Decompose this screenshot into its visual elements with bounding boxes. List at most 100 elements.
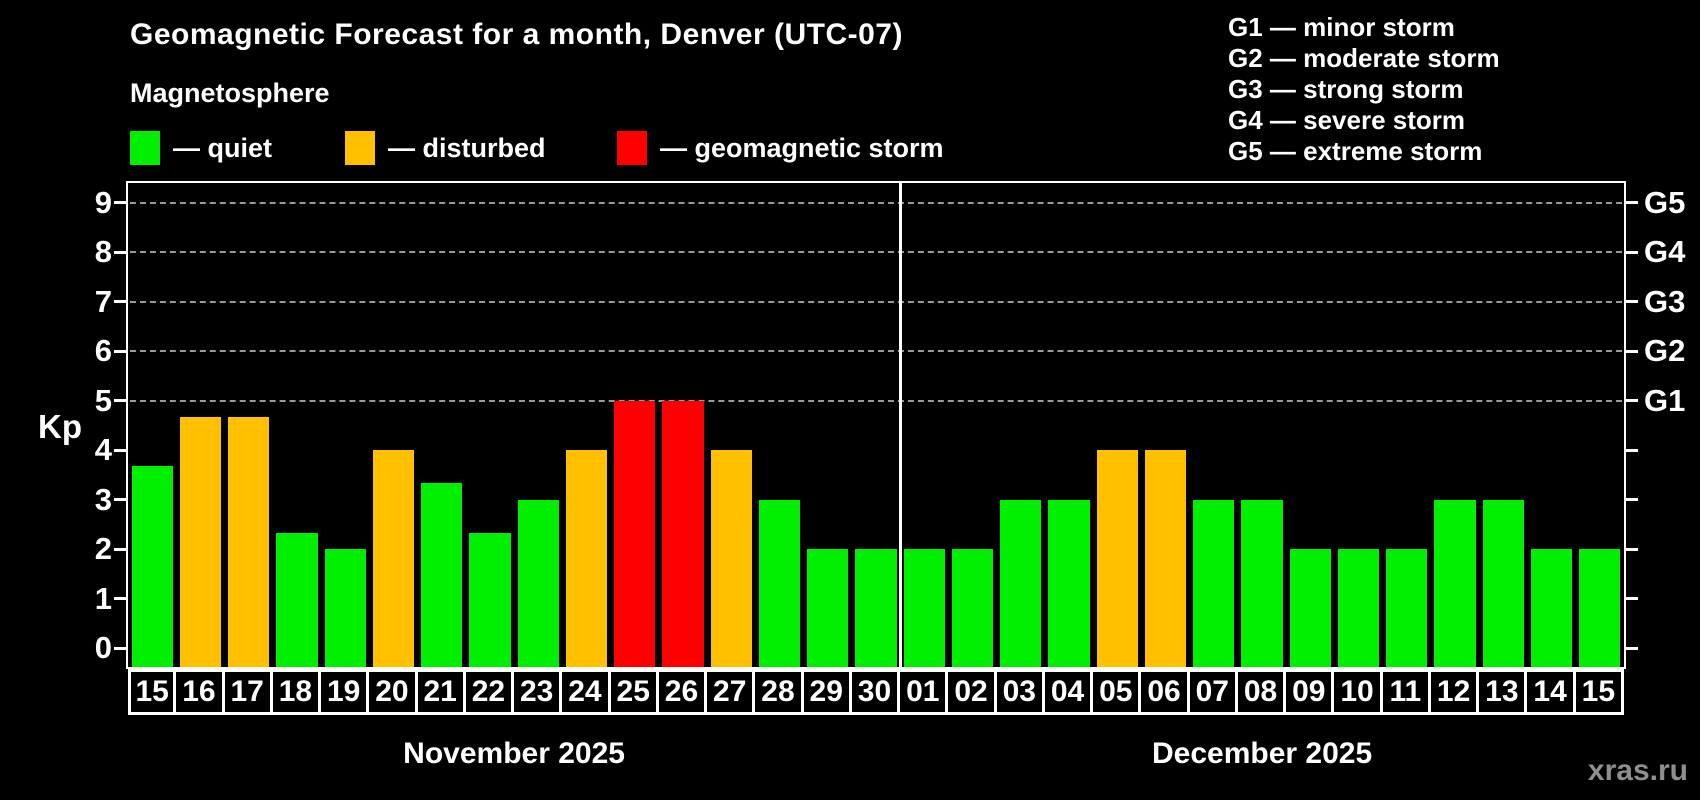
legend-item-storm: — geomagnetic storm	[617, 130, 944, 166]
day-label: 03	[996, 669, 1045, 715]
day-label: 23	[514, 669, 563, 715]
kp-bar	[1193, 499, 1235, 667]
g-scale-legend: G1 — minor storm G2 — moderate storm G3 …	[1228, 12, 1500, 167]
y-tick-label: 8	[94, 234, 112, 269]
day-label: 18	[272, 669, 322, 715]
kp-bar	[517, 499, 559, 667]
day-label: 15	[1575, 669, 1624, 715]
month-label-november: November 2025	[403, 737, 625, 770]
kp-bar	[1144, 450, 1187, 667]
y-axis-tick-left	[114, 547, 128, 551]
kp-bar	[421, 483, 463, 667]
g-legend-line-g2: G2 — moderate storm	[1228, 43, 1500, 73]
day-label: 24	[562, 669, 611, 715]
y-axis-tick-left	[114, 250, 128, 254]
gridline-kp6	[130, 350, 1622, 352]
y-tick-label: 9	[94, 184, 112, 220]
day-label: 14	[1527, 669, 1576, 715]
y-axis-tick-right	[1624, 448, 1638, 452]
gridline-kp7	[130, 300, 1622, 303]
quiet-color-swatch	[130, 131, 160, 165]
kp-axis-label: Kp	[38, 408, 82, 445]
y-axis-tick-right	[1624, 547, 1638, 551]
storm-color-swatch	[617, 131, 647, 165]
day-label: 09	[1286, 669, 1335, 715]
y-tick-label: 1	[94, 580, 112, 616]
day-label: 13	[1479, 669, 1528, 715]
kp-bar	[228, 416, 270, 667]
gridline-kp9	[130, 201, 1622, 204]
y-axis-tick-left	[114, 349, 128, 353]
day-label: 26	[658, 669, 708, 715]
day-label: 19	[321, 669, 370, 715]
day-label: 12	[1430, 669, 1480, 715]
day-label: 27	[707, 669, 756, 715]
kp-bar	[324, 549, 366, 667]
y-tick-label: 0	[94, 630, 112, 665]
kp-bar	[372, 450, 415, 667]
day-label: 01	[900, 669, 949, 715]
day-label: 05	[1093, 669, 1142, 715]
kp-bar	[710, 450, 752, 667]
kp-bar	[1482, 499, 1524, 667]
legend-label-storm: — geomagnetic storm	[660, 132, 944, 163]
watermark-link[interactable]: xras.ru	[1587, 754, 1688, 787]
y-tick-label: 3	[94, 481, 112, 517]
g-tick-label-g1: G1	[1644, 382, 1686, 418]
y-axis-tick-right	[1624, 498, 1638, 501]
disturbed-color-swatch	[345, 131, 375, 165]
gridline-kp5	[130, 399, 1622, 402]
kp-bar	[1579, 549, 1621, 667]
y-axis-tick-right	[1624, 597, 1638, 600]
day-label: 04	[1044, 669, 1094, 715]
y-axis-tick-right	[1624, 646, 1638, 650]
y-axis-tick-left	[114, 399, 128, 402]
gridline-kp8	[130, 251, 1622, 253]
kp-bar	[276, 532, 318, 667]
kp-bar	[469, 532, 511, 667]
y-axis-tick-left	[114, 201, 128, 204]
day-label: 21	[417, 669, 466, 715]
kp-bar	[855, 549, 897, 667]
kp-bar	[131, 466, 173, 667]
kp-bar	[1289, 549, 1331, 667]
kp-bar	[758, 499, 801, 667]
kp-bar	[614, 400, 656, 667]
kp-bar	[1048, 499, 1090, 667]
day-label: 20	[369, 669, 418, 715]
kp-bar	[1530, 549, 1573, 667]
y-axis-tick-right	[1624, 399, 1638, 402]
kp-bar	[565, 450, 608, 667]
y-tick-label: 6	[94, 333, 112, 368]
g-tick-label-g4: G4	[1644, 234, 1686, 269]
day-label: 28	[755, 669, 804, 715]
day-label: 06	[1141, 669, 1190, 715]
day-label: 29	[803, 669, 852, 715]
day-label: 15	[128, 669, 177, 715]
y-tick-label: 5	[94, 382, 112, 418]
day-label: 16	[176, 669, 225, 715]
kp-bar	[1241, 499, 1283, 667]
kp-bar	[662, 400, 704, 667]
plot-area	[126, 181, 1626, 669]
y-axis-tick-right	[1624, 300, 1638, 303]
day-label: 08	[1237, 669, 1287, 715]
chart-title: Geomagnetic Forecast for a month, Denver…	[130, 18, 903, 51]
legend-item-disturbed: — disturbed	[345, 130, 546, 166]
kp-bar	[1434, 499, 1476, 667]
chart-subtitle: Magnetosphere	[130, 78, 330, 108]
day-label: 22	[465, 669, 515, 715]
day-label: 11	[1382, 669, 1431, 715]
day-label: 30	[851, 669, 901, 715]
kp-bar	[807, 549, 849, 667]
y-tick-label: 7	[94, 283, 112, 319]
legend-label-disturbed: — disturbed	[388, 132, 546, 163]
day-label: 25	[610, 669, 659, 715]
y-axis-tick-right	[1624, 349, 1638, 353]
g-tick-label-g3: G3	[1644, 283, 1686, 319]
y-axis-tick-left	[114, 300, 128, 303]
day-label: 07	[1189, 669, 1238, 715]
y-tick-label: 4	[94, 432, 112, 467]
y-axis-tick-right	[1624, 250, 1638, 254]
